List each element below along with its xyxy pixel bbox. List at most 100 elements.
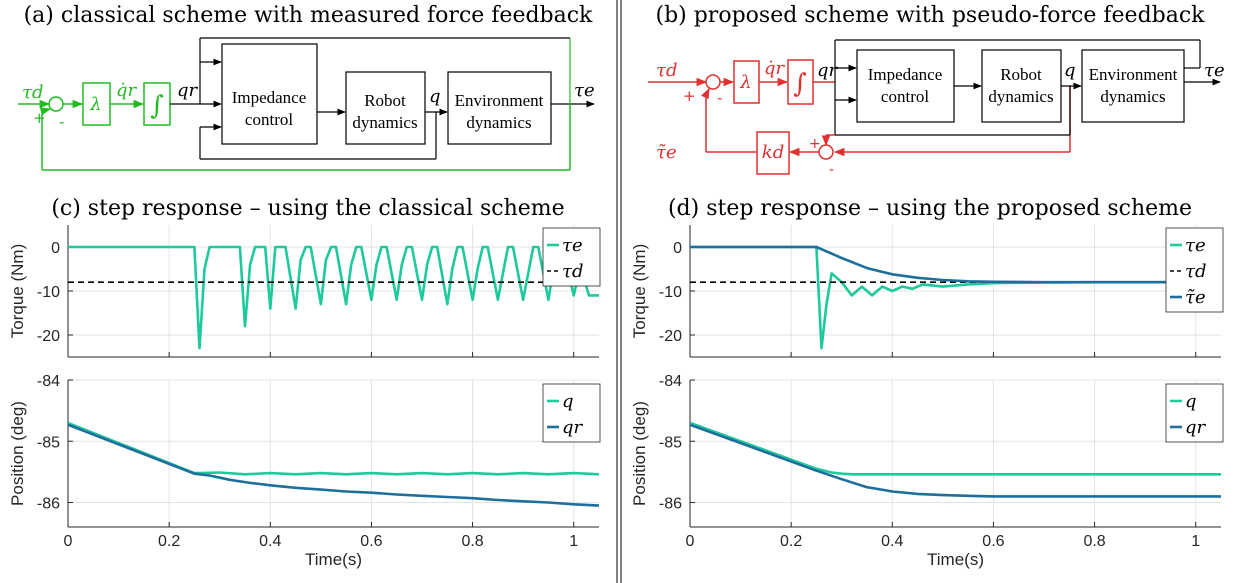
integrator-symbol: ∫ — [150, 91, 164, 121]
y-tick-label: -85 — [659, 434, 682, 451]
kd-label: kd — [762, 142, 784, 163]
legend-box — [542, 383, 601, 443]
diagram-a: τd + - λ q̇r ∫ qr Impedance control Robo… — [18, 37, 595, 171]
series-line — [690, 245, 1221, 284]
integrator-block — [787, 59, 814, 105]
panel-a-title: (a) classical scheme with measured force… — [24, 3, 593, 28]
legend-label: τe — [1185, 235, 1206, 256]
lambda-block — [82, 82, 111, 126]
y-tick-label: -84 — [37, 373, 60, 390]
environment-label-1: Environment — [1089, 65, 1178, 84]
legend-label: τe — [562, 235, 583, 256]
environment-dynamics-block — [447, 71, 552, 145]
impedance-label-2: control — [881, 87, 929, 106]
sum2-plus: + — [809, 136, 821, 152]
chart-d-position: -84 -85 -86 0 0.2 0.4 0.6 0.8 1 Time(s) Position (… — [630, 373, 1224, 569]
series-line — [690, 421, 1221, 476]
y-tick-label: -84 — [659, 373, 682, 390]
x-tick-label: 0.4 — [881, 533, 903, 550]
environment-label-2: dynamics — [466, 113, 531, 132]
environment-label-2: dynamics — [1100, 87, 1165, 106]
series-line — [68, 421, 599, 476]
environment-dynamics-block — [1081, 49, 1185, 123]
qr-dot-label: q̇r — [764, 58, 786, 79]
panel-b-title: (b) proposed scheme with pseudo-force fe… — [655, 3, 1205, 28]
legend-label: q — [1185, 391, 1197, 412]
robot-dynamics-block — [345, 71, 426, 145]
y-tick-label: -10 — [37, 284, 60, 301]
x-axis-label: Time(s) — [305, 550, 362, 569]
x-tick-label: 0 — [64, 533, 73, 550]
legend-label: τd — [562, 261, 583, 282]
feedback-label: τ̃e — [656, 142, 677, 163]
output-tau-e: τe — [574, 80, 595, 101]
y-tick-label: -86 — [37, 496, 60, 513]
legend-label: q — [562, 391, 574, 412]
chart-d-torque: 0 -10 -20 Torque (Nm) τe τd τ̃e — [630, 225, 1224, 358]
integrator-symbol: ∫ — [793, 69, 807, 99]
impedance-label-2: control — [245, 110, 293, 129]
legend-label: τd — [1185, 261, 1206, 282]
input-tau-d: τd — [656, 60, 677, 81]
y-axis-label: Position (deg) — [8, 401, 27, 506]
summing-junction — [705, 74, 721, 90]
x-axis-label: Time(s) — [927, 550, 984, 569]
y-tick-label: -10 — [659, 284, 682, 301]
x-tick-label: 0 — [686, 533, 695, 550]
output-tau-e: τe — [1204, 60, 1225, 81]
robot-label-1: Robot — [1000, 65, 1042, 84]
sum2-minus: - — [829, 162, 834, 178]
summing-junction-2 — [818, 144, 834, 160]
minus-sign: - — [717, 89, 722, 107]
plus-sign: + — [33, 109, 46, 127]
series-line — [68, 245, 599, 350]
lambda-block — [733, 60, 760, 104]
x-tick-label: 0.6 — [360, 533, 382, 550]
legend-label: qr — [562, 417, 584, 438]
legend-box — [1165, 383, 1224, 443]
plus-sign: + — [683, 87, 696, 105]
x-tick-label: 0.8 — [461, 533, 483, 550]
y-tick-label: 0 — [673, 240, 682, 257]
y-axis-label: Torque (Nm) — [630, 244, 649, 338]
diagram-b: τd + - λ q̇r ∫ qr Impedance control Robo… — [648, 39, 1225, 178]
x-tick-label: 0.2 — [780, 533, 802, 550]
input-tau-d: τd — [22, 82, 43, 103]
y-tick-label: -20 — [37, 328, 60, 345]
qr-label: qr — [817, 60, 839, 81]
qr-dot-label: q̇r — [116, 80, 138, 101]
y-tick-label: -86 — [659, 496, 682, 513]
x-tick-label: 0.2 — [158, 533, 180, 550]
impedance-control-block — [856, 49, 955, 123]
minus-sign: - — [59, 113, 64, 131]
x-tick-label: 1 — [569, 533, 578, 550]
x-tick-label: 0.6 — [982, 533, 1004, 550]
chart-c-position: -84 -85 -86 0 0.2 0.4 0.6 0.8 1 Time(s) Position (… — [8, 373, 601, 569]
panel-d-title: (d) step response – using the proposed s… — [668, 196, 1192, 221]
q-label: q — [1064, 60, 1076, 81]
legend-label: τ̃e — [1185, 287, 1206, 308]
y-tick-label: 0 — [51, 240, 60, 257]
x-tick-label: 0.4 — [259, 533, 281, 550]
y-axis-label: Torque (Nm) — [8, 244, 27, 338]
x-tick-label: 1 — [1191, 533, 1200, 550]
lambda-label: λ — [739, 72, 751, 93]
legend-box — [542, 227, 601, 287]
impedance-label-1: Impedance — [868, 65, 943, 84]
impedance-control-block — [221, 43, 318, 145]
y-tick-label: -20 — [659, 328, 682, 345]
series-line — [690, 245, 1221, 350]
y-axis-label: Position (deg) — [630, 401, 649, 506]
series-line — [690, 423, 1221, 498]
q-label: q — [429, 86, 441, 107]
kd-block — [756, 131, 790, 175]
y-tick-label: -85 — [37, 434, 60, 451]
chart-c-torque: 0 -10 -20 Torque (Nm) τe τd — [8, 225, 601, 358]
robot-label-2: dynamics — [352, 113, 417, 132]
panel-c-title: (c) step response – using the classical … — [51, 196, 564, 221]
lambda-label: λ — [89, 94, 101, 115]
qr-label: qr — [177, 80, 199, 101]
robot-label-1: Robot — [364, 91, 406, 110]
legend-label: qr — [1185, 417, 1207, 438]
